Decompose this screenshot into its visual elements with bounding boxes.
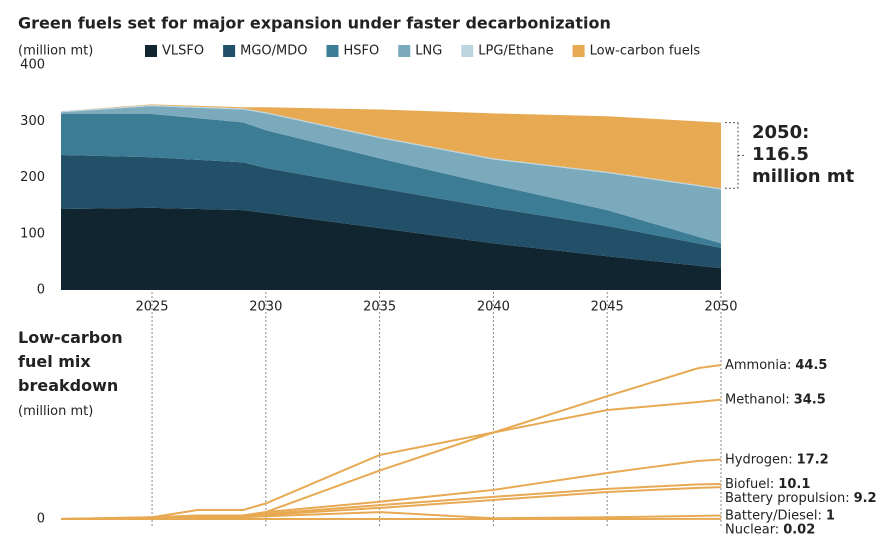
end-label: Battery/Diesel: 1 bbox=[725, 508, 835, 523]
end-label-name: Hydrogen: bbox=[725, 452, 793, 467]
area bbox=[61, 207, 721, 290]
end-label-name: Ammonia: bbox=[725, 358, 791, 373]
x-tick-label: 2040 bbox=[477, 300, 510, 315]
legend-swatch bbox=[326, 45, 339, 57]
annotation-value: 116.5 bbox=[752, 144, 809, 165]
legend-label: MGO/MDO bbox=[240, 44, 307, 59]
end-label-name: Nuclear: bbox=[725, 522, 779, 537]
x-tick-label: 2035 bbox=[363, 300, 396, 315]
area bbox=[61, 113, 721, 248]
line bbox=[60, 511, 722, 520]
x-tick-label: 2030 bbox=[249, 300, 282, 315]
legend-label: HSFO bbox=[343, 44, 379, 59]
end-label-name: Battery/Diesel: bbox=[725, 508, 822, 523]
end-label-value: 34.5 bbox=[794, 392, 826, 407]
end-label-value: 1 bbox=[826, 508, 835, 523]
area bbox=[61, 104, 721, 189]
subchart-unit: (million mt) bbox=[18, 404, 94, 419]
y-tick-label: 300 bbox=[20, 114, 45, 129]
y-tick-label: 100 bbox=[20, 226, 45, 241]
end-label: Hydrogen: 17.2 bbox=[725, 452, 829, 467]
line bbox=[60, 398, 722, 520]
legend-label: LNG bbox=[415, 44, 442, 59]
end-label: Ammonia: 44.5 bbox=[725, 358, 827, 373]
line bbox=[60, 486, 722, 520]
annotation-unit: million mt bbox=[752, 166, 855, 187]
y-tick-label: 200 bbox=[20, 170, 45, 185]
y-tick-label: 0 bbox=[37, 512, 45, 527]
end-label: Biofuel: 10.1 bbox=[725, 477, 810, 492]
end-label: Battery propulsion: 9.2 bbox=[725, 491, 877, 506]
legend-label: LPG/Ethane bbox=[478, 44, 553, 59]
area bbox=[61, 106, 721, 244]
subchart-title: Low-carbon fuel mix breakdown bbox=[18, 328, 123, 395]
y-tick-label: 0 bbox=[37, 283, 45, 298]
legend-label: Low-carbon fuels bbox=[590, 44, 701, 59]
legend-swatch bbox=[572, 45, 585, 57]
y-tick-label: 400 bbox=[20, 58, 45, 73]
end-label: Nuclear: 0.02 bbox=[725, 522, 815, 537]
end-label-value: 44.5 bbox=[795, 358, 827, 373]
x-tick-label: 2045 bbox=[591, 300, 624, 315]
end-label-value: 17.2 bbox=[797, 452, 829, 467]
legend-label: VLSFO bbox=[162, 44, 204, 59]
end-label: Methanol: 34.5 bbox=[725, 392, 826, 407]
y-axis-unit: (million mt) bbox=[18, 44, 93, 59]
end-label-name: Methanol: bbox=[725, 392, 790, 407]
legend-swatch bbox=[223, 45, 236, 57]
line bbox=[60, 364, 722, 520]
end-label-name: Biofuel: bbox=[725, 477, 774, 492]
legend-swatch bbox=[398, 45, 411, 57]
x-tick-label: 2025 bbox=[135, 300, 168, 315]
area bbox=[61, 155, 721, 269]
end-label-value: 10.1 bbox=[778, 477, 810, 492]
legend-swatch bbox=[461, 45, 474, 57]
annotation-title: 2050: bbox=[752, 122, 809, 143]
legend-swatch bbox=[145, 45, 157, 57]
end-label-name: Battery propulsion: bbox=[725, 491, 850, 506]
end-label-value: 0.02 bbox=[783, 522, 815, 537]
chart-title: Green fuels set for major expansion unde… bbox=[18, 14, 611, 33]
end-label-value: 9.2 bbox=[854, 491, 877, 506]
x-tick-label: 2050 bbox=[704, 300, 737, 315]
line bbox=[60, 458, 722, 520]
